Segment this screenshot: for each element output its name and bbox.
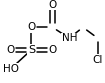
Text: O: O [6, 45, 15, 55]
Text: O: O [48, 45, 57, 55]
Text: O: O [48, 0, 57, 10]
Text: S: S [28, 45, 35, 55]
Text: NH: NH [62, 33, 77, 43]
Text: HO: HO [3, 64, 18, 74]
Text: Cl: Cl [93, 55, 103, 65]
Text: O: O [27, 22, 36, 32]
